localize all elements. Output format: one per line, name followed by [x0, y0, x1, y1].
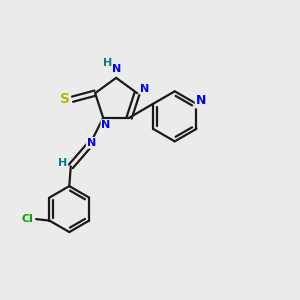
Text: N: N: [196, 94, 206, 107]
Text: H: H: [58, 158, 67, 168]
Text: Cl: Cl: [21, 214, 33, 224]
Text: N: N: [87, 138, 96, 148]
Text: N: N: [140, 84, 149, 94]
Text: N: N: [101, 120, 111, 130]
Text: N: N: [112, 64, 121, 74]
Text: S: S: [60, 92, 70, 106]
Text: H: H: [103, 58, 112, 68]
